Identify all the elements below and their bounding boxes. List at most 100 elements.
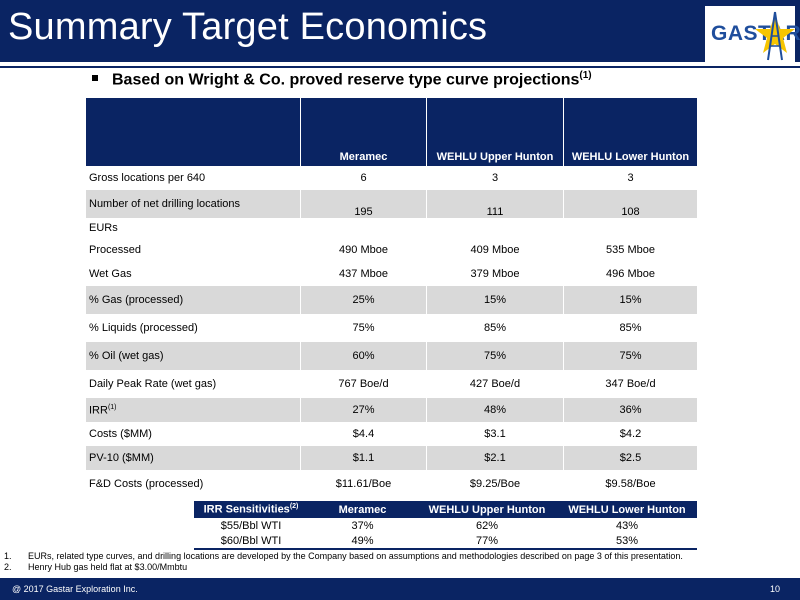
table-row: % Gas (processed) 25% 15% 15% — [86, 286, 697, 314]
footnote-text: EURs, related type curves, and drilling … — [28, 551, 683, 561]
footnotes: 1. EURs, related type curves, and drillin… — [4, 551, 683, 573]
bullet-heading: Based on Wright & Co. proved reserve typ… — [92, 70, 592, 89]
table-cell: 75% — [426, 342, 564, 370]
table-row: % Liquids (processed) 75% 85% 85% — [86, 314, 697, 342]
irr-header-row: IRR Sensitivities(2) Meramec WEHLU Upper… — [194, 501, 697, 518]
title-underline — [0, 66, 800, 68]
row-label: % Oil (wet gas) — [86, 342, 301, 370]
table-cell: 437 Mboe — [300, 262, 427, 286]
table-cell: 3 — [627, 172, 634, 184]
table-cell: 77% — [417, 533, 557, 550]
company-logo: GASTAR — [705, 6, 800, 64]
row-label: IRR(1) — [86, 398, 301, 422]
table-cell: 111 — [426, 190, 564, 218]
row-label: Gross locations per 640 — [86, 166, 301, 190]
table-cell: $9.58/Boe — [605, 478, 656, 490]
table-row: Daily Peak Rate (wet gas) 767 Boe/d 427 … — [86, 370, 697, 398]
bullet-square-icon — [92, 75, 98, 82]
row-label: % Gas (processed) — [86, 286, 301, 314]
table-row: IRR(1) 27% 48% 36% — [86, 398, 697, 422]
row-label: PV-10 ($MM) — [86, 446, 301, 470]
table-cell: 49% — [308, 533, 417, 550]
table-cell: 427 Boe/d — [426, 370, 564, 398]
table-cell: 409 Mboe — [426, 238, 564, 262]
table-cell: 535 Mboe — [606, 244, 655, 256]
column-header: WEHLU Lower Hunton — [563, 98, 697, 166]
table-row: F&D Costs (processed) $11.61/Boe $9.25/B… — [86, 470, 697, 498]
row-label: $60/Bbl WTI — [194, 533, 308, 550]
table-cell: 37% — [351, 519, 374, 532]
footnote-number: 1. — [4, 551, 12, 561]
bullet-footnote-ref: (1) — [579, 70, 592, 81]
table-cell: 195 — [300, 190, 427, 218]
table-cell: 108 — [563, 190, 697, 218]
table-cell — [564, 218, 698, 238]
table-cell: 379 Mboe — [426, 262, 564, 286]
page-number: 10 — [769, 584, 780, 594]
table-cell: $9.25/Boe — [426, 470, 564, 498]
table-cell: 62% — [475, 519, 499, 532]
star-derrick-icon — [755, 11, 795, 61]
row-label: EURs — [86, 218, 301, 238]
title-bar: Summary Target Economics GASTAR — [0, 0, 800, 64]
table-cell: 85% — [426, 314, 564, 342]
column-header: Meramec — [308, 501, 417, 518]
table-row: $55/Bbl WTI 37% 62% 43% — [194, 518, 697, 533]
irr-title-text: IRR Sensitivities — [203, 503, 290, 516]
table-cell: 43% — [615, 519, 639, 532]
row-label: Number of net drilling locations — [86, 190, 301, 218]
table-cell: 27% — [300, 398, 427, 422]
table-cell: $4.4 — [300, 422, 427, 446]
table-row: $60/Bbl WTI 49% 77% 53% — [194, 533, 697, 550]
row-label: F&D Costs (processed) — [86, 470, 301, 498]
table-row: Processed 490 Mboe 409 Mboe 535 Mboe — [86, 238, 697, 262]
row-label: Processed — [86, 238, 301, 262]
table-cell: 15% — [563, 286, 697, 314]
table-row: Number of net drilling locations 195 111… — [86, 190, 697, 218]
table-cell: 36% — [563, 398, 697, 422]
table-row: Wet Gas 437 Mboe 379 Mboe 496 Mboe — [86, 262, 697, 286]
column-header: WEHLU Lower Hunton — [557, 501, 697, 518]
column-header: WEHLU Upper Hunton — [417, 501, 557, 518]
table-cell: 6 — [300, 166, 427, 190]
table-row: Costs ($MM) $4.4 $3.1 $4.2 — [86, 422, 697, 446]
copyright-text: @ 2017 Gastar Exploration Inc. — [12, 584, 138, 594]
table-cell: $2.5 — [563, 446, 697, 470]
footnote: 2. Henry Hub gas held flat at $3.00/Mmbtu — [4, 562, 683, 573]
table-cell — [300, 218, 427, 238]
footnote: 1. EURs, related type curves, and drillin… — [4, 551, 683, 562]
table-row: EURs — [86, 218, 697, 238]
table-cell: 53% — [557, 533, 697, 550]
table-cell: 75% — [563, 342, 697, 370]
row-label: Wet Gas — [86, 262, 301, 286]
table-cell: 60% — [300, 342, 427, 370]
irr-title-footnote-ref: (2) — [289, 503, 299, 511]
table-cell: 490 Mboe — [300, 238, 427, 262]
footer-bar: @ 2017 Gastar Exploration Inc. 10 — [0, 578, 800, 600]
economics-table: Meramec WEHLU Upper Hunton WEHLU Lower H… — [86, 98, 697, 498]
row-label: % Liquids (processed) — [86, 314, 301, 342]
table-cell: 767 Boe/d — [300, 370, 427, 398]
table-cell: 15% — [426, 286, 564, 314]
bullet-text: Based on Wright & Co. proved reserve typ… — [112, 71, 580, 89]
table-cell: 496 Mboe — [606, 268, 655, 280]
table-cell: 347 Boe/d — [605, 378, 656, 390]
table-cell: 25% — [300, 286, 427, 314]
table-cell: $1.1 — [300, 446, 427, 470]
row-label: Costs ($MM) — [86, 422, 301, 446]
irr-footnote-ref: (1) — [107, 403, 117, 411]
table-cell: 75% — [300, 314, 427, 342]
table-cell: $11.61/Boe — [300, 470, 427, 498]
table-row: % Oil (wet gas) 60% 75% 75% — [86, 342, 697, 370]
row-label: Daily Peak Rate (wet gas) — [86, 370, 301, 398]
table-row: Gross locations per 640 6 3 3 — [86, 166, 697, 190]
irr-sensitivities-table: IRR Sensitivities(2) Meramec WEHLU Upper… — [194, 501, 697, 550]
page-title: Summary Target Economics — [8, 6, 488, 48]
table-cell — [426, 218, 564, 238]
row-label: $55/Bbl WTI — [220, 519, 282, 532]
column-header: WEHLU Upper Hunton — [426, 98, 564, 166]
irr-label: IRR — [89, 404, 108, 417]
table-cell: $3.1 — [426, 422, 564, 446]
table-row: PV-10 ($MM) $1.1 $2.1 $2.5 — [86, 446, 697, 470]
table-cell: $2.1 — [426, 446, 564, 470]
